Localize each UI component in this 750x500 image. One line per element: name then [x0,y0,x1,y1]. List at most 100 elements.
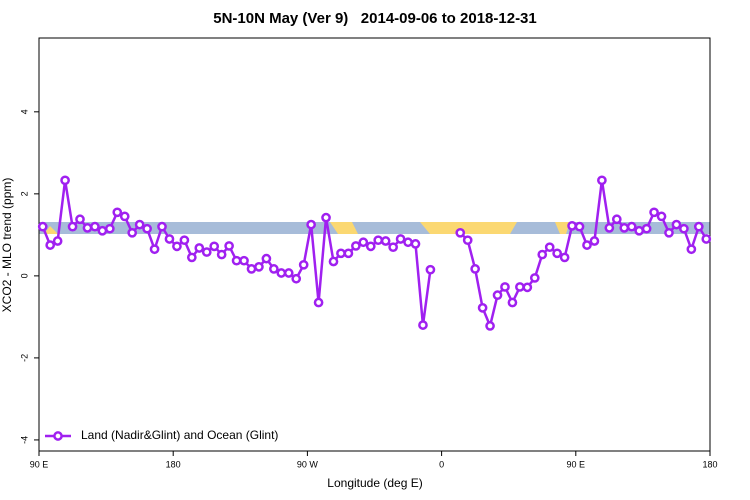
point [104,223,115,234]
point [186,252,197,263]
legend-marker [53,431,63,441]
point [224,241,234,251]
y-tick-label: 4 [19,109,29,114]
point [82,223,93,233]
point [641,223,652,234]
point [328,256,339,267]
land-patch [555,222,570,234]
land-ocean-strip [39,222,710,234]
point [112,207,123,218]
point [552,248,563,259]
point [477,303,488,313]
point [231,255,242,266]
point [529,273,540,283]
y-tick-label: 0 [19,273,29,278]
point [343,248,354,259]
point [134,219,145,230]
point [462,235,473,246]
point [582,240,592,250]
ocean-band [39,222,710,234]
point [485,321,495,331]
point [507,297,518,308]
x-tick-label: 90 W [297,459,319,469]
point [567,220,577,231]
point [67,221,78,232]
point [604,223,615,233]
point [119,211,130,222]
point [425,264,436,275]
point [619,223,630,233]
x-tick-label: 90 E [567,459,586,469]
point [574,221,585,232]
point [269,264,279,274]
point [522,282,533,293]
point [671,219,682,230]
point [611,214,622,225]
point [75,214,85,225]
point [276,268,287,278]
point [149,244,160,255]
point [656,211,667,222]
point [313,297,324,308]
point [37,221,48,232]
x-axis-label: Longitude (deg E) [327,476,422,490]
y-tick-label: 2 [19,191,29,196]
point [373,235,384,246]
point [127,227,138,238]
point [321,212,331,223]
point [544,242,555,253]
plot-frame [38,37,711,452]
land-patch [330,222,358,234]
land-patch [420,222,517,234]
point [358,237,369,248]
point [306,219,316,230]
point [194,243,205,253]
point [142,223,152,234]
chart-title: 5N-10N May (Ver 9) 2014-09-06 to 2018-12… [213,10,537,27]
point [283,268,294,278]
point [649,207,659,218]
point [701,234,712,244]
point [291,273,302,284]
point [589,236,600,246]
point [261,253,272,264]
x-tick-label: 180 [166,459,181,469]
point [686,244,697,255]
point [410,239,421,249]
point [246,264,257,274]
point [298,259,309,270]
point [664,227,674,238]
legend-label: Land (Nadir&Glint) and Ocean (Glint) [81,428,278,442]
point [90,221,100,232]
point [418,320,428,330]
y-axis-label: XCO2 - MLO trend (ppm) [0,178,14,313]
point [500,282,510,292]
x-tick-label: 0 [439,459,444,469]
point [597,175,607,186]
point [403,237,413,248]
point [157,221,167,232]
point [559,252,570,263]
point [52,236,63,246]
point [515,282,525,292]
point [179,235,190,246]
point [693,221,704,232]
x-tick-label: 180 [702,459,717,469]
point [201,247,212,257]
point [336,248,346,259]
point [216,249,227,260]
point [395,234,406,244]
point [60,175,70,186]
point [45,240,56,250]
point [388,242,398,253]
point [97,225,108,236]
point [254,262,264,272]
point [470,264,480,274]
y-tick-label: -2 [19,354,29,362]
point [679,223,689,234]
point [209,241,220,252]
point [626,221,637,232]
land-patch [44,226,58,234]
y-tick-label: -4 [19,436,29,444]
